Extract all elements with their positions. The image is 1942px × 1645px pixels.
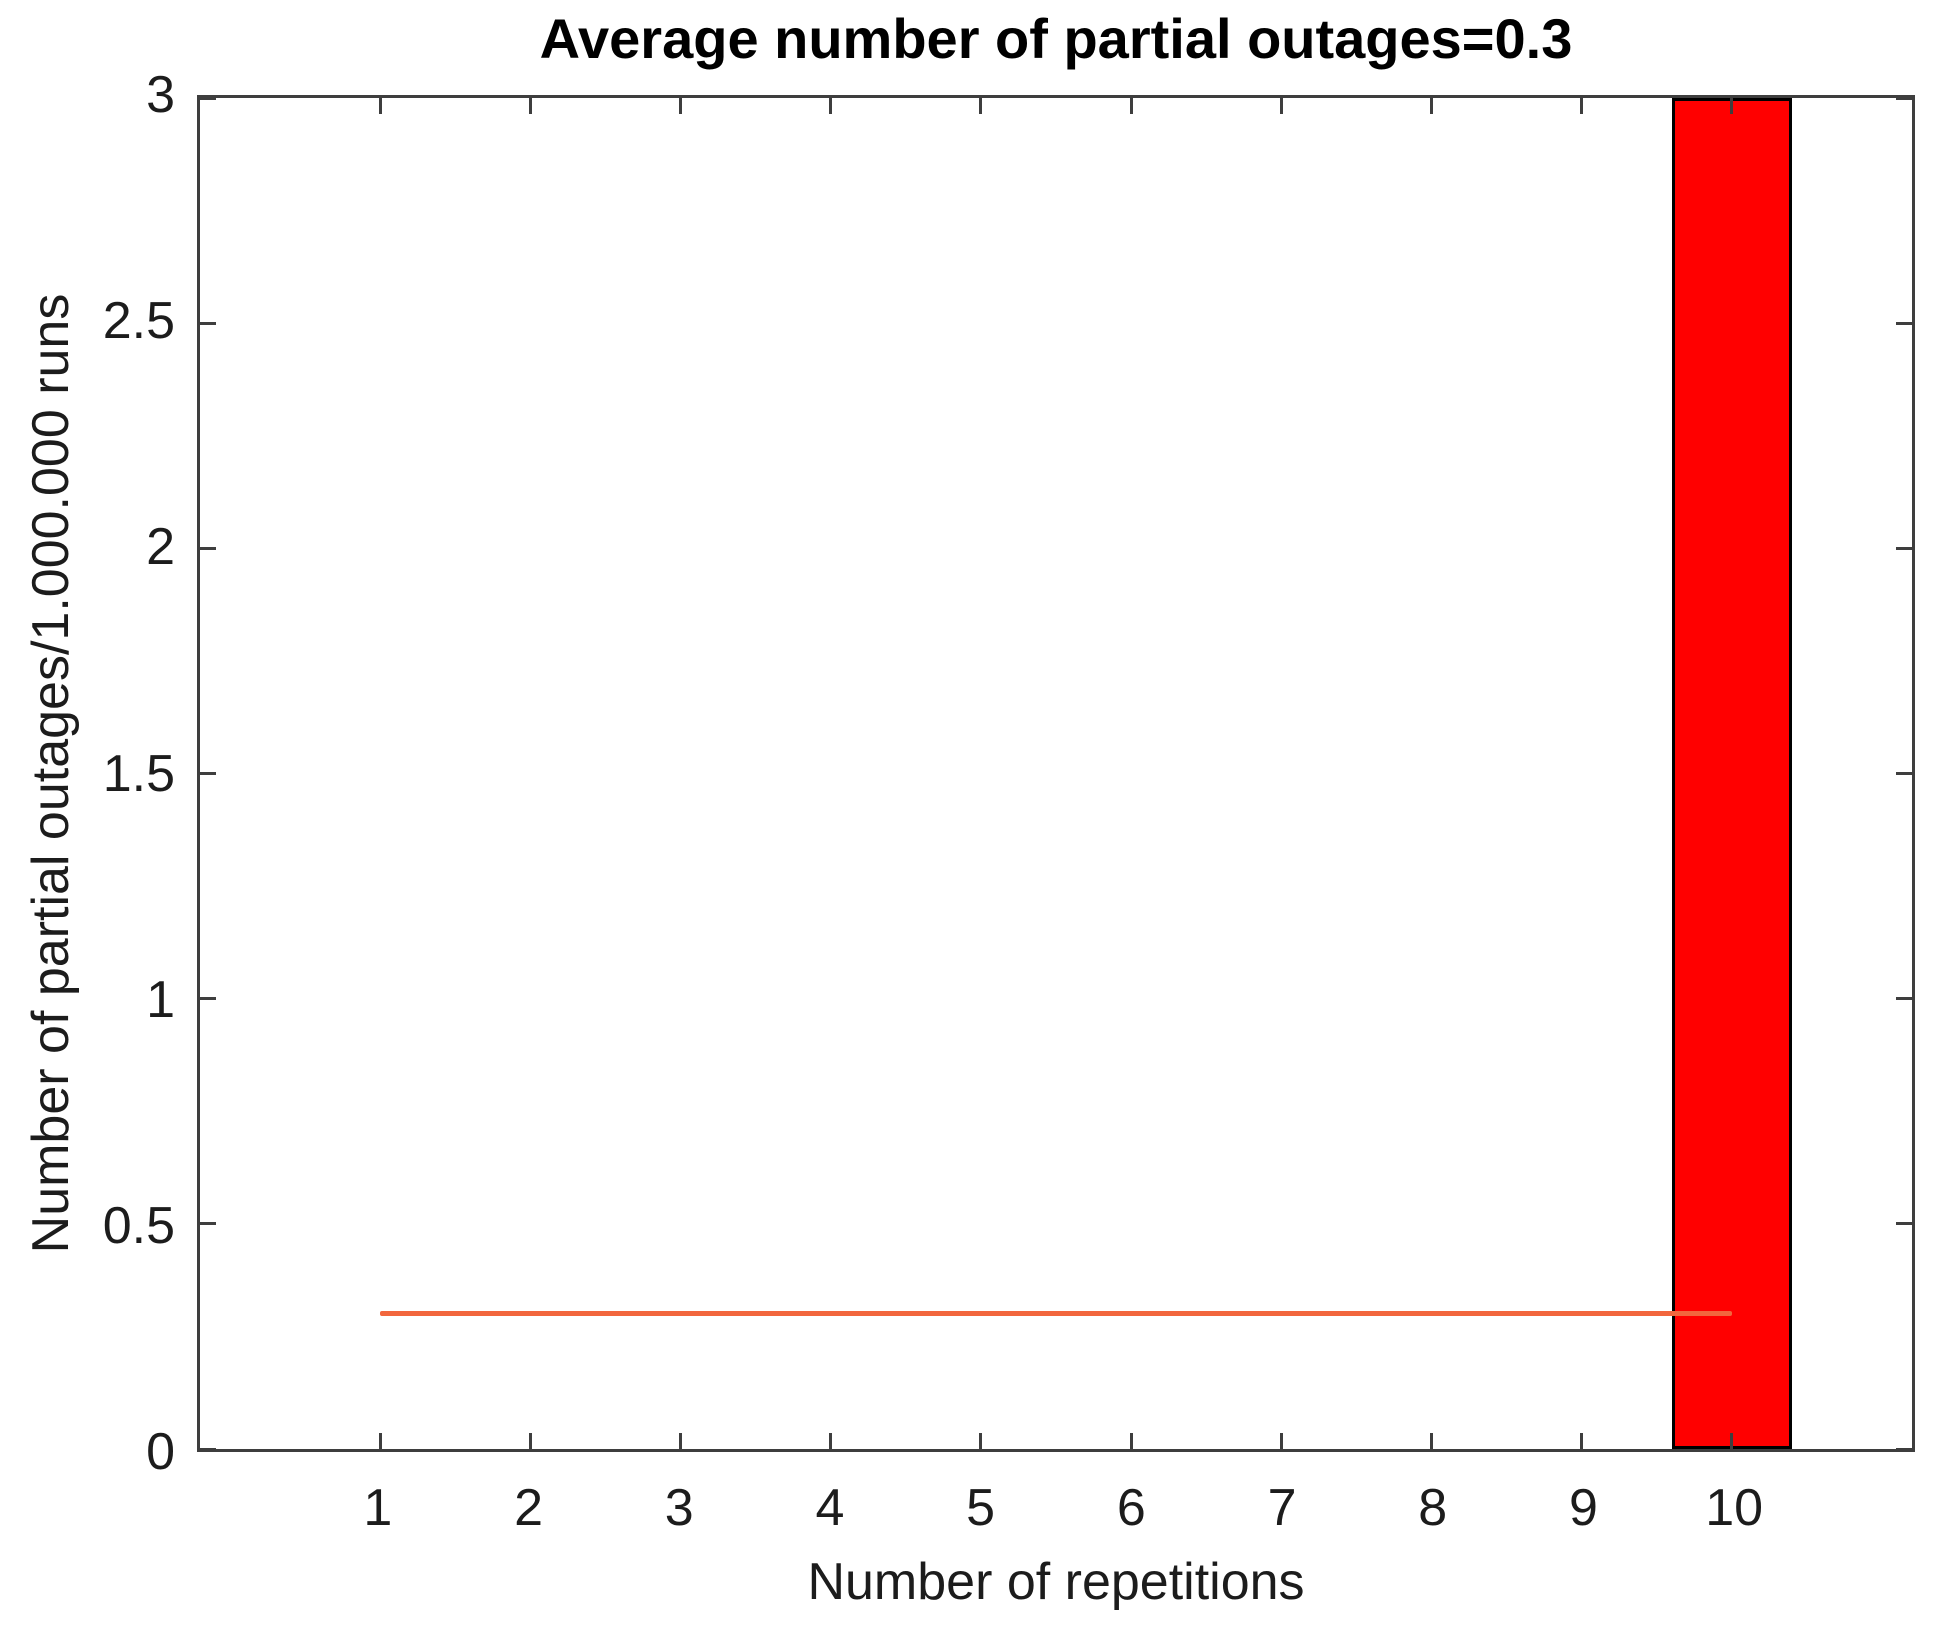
chart-title: Average number of partial outages=0.3 bbox=[539, 7, 1573, 70]
x-tick-top bbox=[1429, 98, 1433, 114]
y-tick bbox=[200, 96, 216, 100]
x-tick-top bbox=[528, 98, 532, 114]
y-tick-right bbox=[1896, 772, 1912, 775]
x-tick bbox=[1129, 1433, 1133, 1449]
y-tick-label: 1 bbox=[146, 970, 175, 1029]
y-tick bbox=[200, 1447, 216, 1451]
x-tick-label: 7 bbox=[1267, 1479, 1297, 1537]
x-tick-label: 8 bbox=[1418, 1479, 1448, 1537]
y-tick-label: 0.5 bbox=[102, 1196, 175, 1255]
x-tick-top bbox=[378, 98, 382, 114]
x-tick-label: 5 bbox=[966, 1479, 996, 1537]
y-tick-label: 3 bbox=[146, 66, 175, 124]
y-tick-label: 2.5 bbox=[102, 292, 175, 351]
x-axis-label: Number of repetitions bbox=[807, 1553, 1305, 1611]
x-tick-top bbox=[1279, 98, 1283, 114]
x-tick-top bbox=[829, 98, 833, 114]
y-tick bbox=[200, 321, 216, 325]
x-tick bbox=[1730, 1433, 1734, 1449]
x-tick-label: 1 bbox=[363, 1479, 393, 1537]
x-tick bbox=[979, 1433, 983, 1449]
x-tick-top bbox=[679, 98, 683, 114]
y-tick-right bbox=[1896, 1447, 1912, 1451]
x-tick bbox=[679, 1433, 683, 1449]
y-tick bbox=[200, 997, 216, 1001]
y-tick-right bbox=[1896, 546, 1912, 550]
plot-area bbox=[197, 95, 1915, 1452]
y-tick-right bbox=[1896, 96, 1912, 100]
x-tick-label: 3 bbox=[664, 1479, 694, 1537]
x-tick-top bbox=[1129, 98, 1133, 114]
x-tick-top bbox=[1580, 98, 1584, 114]
average-line bbox=[380, 1311, 1732, 1317]
y-tick-right bbox=[1896, 997, 1912, 1001]
y-tick-label: 2 bbox=[146, 518, 175, 577]
y-tick-label: 1.5 bbox=[102, 744, 175, 803]
y-tick bbox=[200, 772, 216, 775]
y-tick-right bbox=[1896, 1222, 1912, 1226]
bar-x10 bbox=[1671, 98, 1792, 1449]
x-tick bbox=[528, 1433, 532, 1449]
x-tick bbox=[1580, 1433, 1584, 1449]
x-tick bbox=[378, 1433, 382, 1449]
x-tick-label: 2 bbox=[514, 1479, 543, 1537]
x-tick-label: 4 bbox=[815, 1479, 845, 1537]
y-tick bbox=[200, 546, 216, 550]
x-tick-top bbox=[979, 98, 983, 114]
y-tick-label: 0 bbox=[146, 1423, 175, 1481]
x-tick-top bbox=[1730, 98, 1734, 114]
x-tick-label: 9 bbox=[1568, 1479, 1598, 1537]
x-tick-label: 10 bbox=[1705, 1479, 1764, 1537]
y-tick-right bbox=[1896, 321, 1912, 325]
x-tick-label: 6 bbox=[1116, 1479, 1146, 1537]
x-tick bbox=[1429, 1433, 1433, 1449]
y-tick bbox=[200, 1222, 216, 1226]
x-tick bbox=[1279, 1433, 1283, 1449]
x-tick bbox=[829, 1433, 833, 1449]
